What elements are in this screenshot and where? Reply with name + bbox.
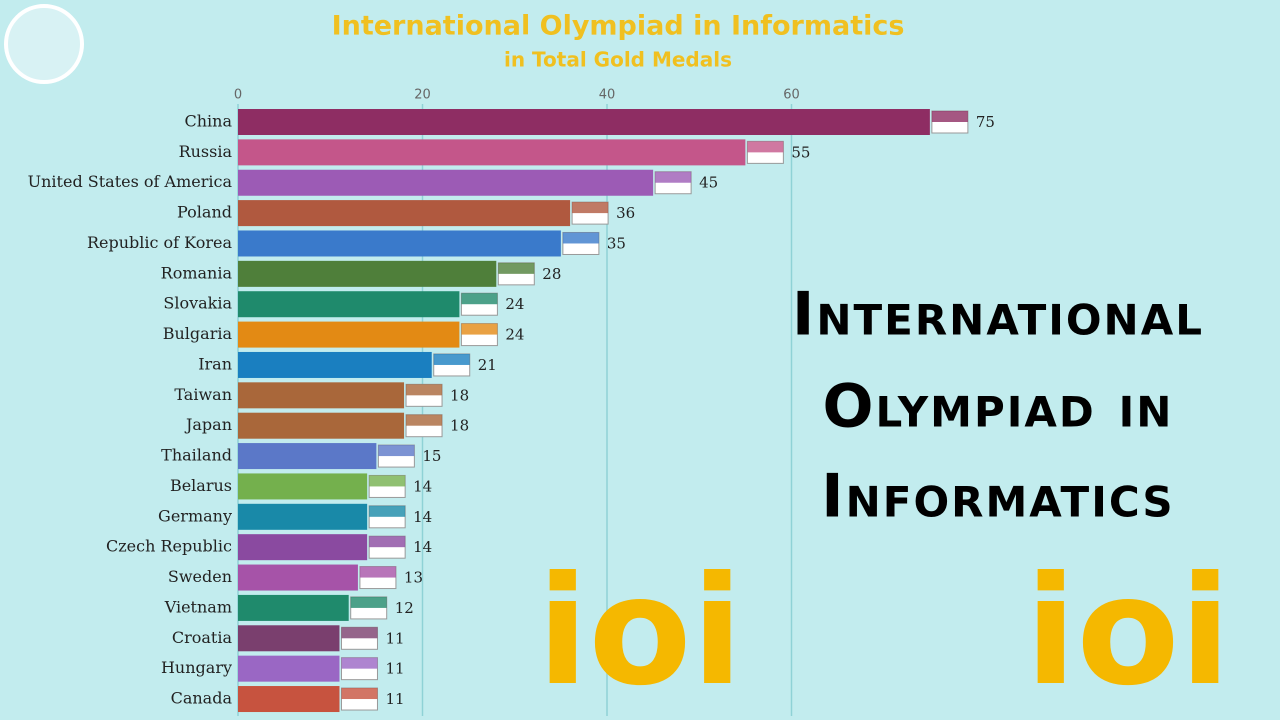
bar bbox=[238, 686, 340, 713]
bar bbox=[238, 169, 654, 196]
bar bbox=[238, 139, 746, 166]
flag-stripe bbox=[369, 505, 406, 517]
bar bbox=[238, 503, 368, 530]
flag-stripe bbox=[433, 353, 470, 365]
x-tick-label: 60 bbox=[783, 88, 800, 103]
flag-stripe bbox=[572, 202, 609, 214]
flag-stripe bbox=[359, 566, 396, 578]
value-label: 36 bbox=[616, 204, 635, 222]
bar bbox=[238, 594, 349, 621]
bar bbox=[238, 412, 405, 439]
headline: Informatics bbox=[821, 462, 1174, 532]
logo: ioi bbox=[537, 545, 743, 719]
bar bbox=[238, 473, 368, 500]
category-label: Croatia bbox=[172, 628, 233, 647]
flag-stripe bbox=[461, 293, 498, 305]
category-label: Vietnam bbox=[164, 597, 232, 616]
value-label: 13 bbox=[404, 569, 423, 587]
x-tick-label: 0 bbox=[234, 88, 242, 103]
category-label: United States of America bbox=[28, 172, 233, 191]
bar bbox=[238, 625, 340, 652]
category-label: Bulgaria bbox=[163, 324, 233, 343]
value-label: 28 bbox=[542, 265, 561, 283]
value-label: 75 bbox=[976, 113, 995, 131]
category-label: China bbox=[184, 112, 232, 131]
headline: International bbox=[792, 280, 1204, 350]
category-label: Russia bbox=[179, 142, 233, 161]
flag-stripe bbox=[369, 536, 406, 548]
category-label: Thailand bbox=[161, 446, 232, 465]
flag-stripe bbox=[747, 141, 784, 153]
value-label: 14 bbox=[413, 477, 432, 495]
category-label: Romania bbox=[161, 263, 233, 282]
value-label: 24 bbox=[505, 326, 524, 344]
flag-stripe bbox=[562, 232, 599, 244]
logo: ioi bbox=[1025, 545, 1231, 719]
value-label: 15 bbox=[422, 447, 441, 465]
bar bbox=[238, 443, 377, 470]
value-label: 14 bbox=[413, 508, 432, 526]
flag-stripe bbox=[341, 627, 378, 639]
x-tick-label: 20 bbox=[414, 88, 431, 103]
category-label: Germany bbox=[158, 506, 232, 525]
bar bbox=[238, 382, 405, 409]
headline: Olympiad in bbox=[823, 372, 1174, 442]
flag-stripe bbox=[655, 171, 692, 183]
value-label: 21 bbox=[478, 356, 497, 374]
flag-stripe bbox=[341, 657, 378, 669]
category-label: Poland bbox=[177, 203, 232, 222]
bar bbox=[238, 291, 460, 318]
bar bbox=[238, 200, 571, 227]
chart-subtitle: in Total Gold Medals bbox=[504, 48, 732, 72]
value-label: 18 bbox=[450, 386, 469, 404]
flag-stripe bbox=[931, 111, 968, 122]
value-label: 18 bbox=[450, 417, 469, 435]
bar bbox=[238, 655, 340, 682]
flag-stripe bbox=[406, 384, 443, 396]
category-label: Czech Republic bbox=[106, 537, 232, 556]
category-label: Iran bbox=[198, 354, 232, 373]
value-label: 35 bbox=[607, 234, 626, 252]
bar bbox=[238, 564, 358, 591]
x-tick-label: 40 bbox=[599, 88, 616, 103]
value-label: 12 bbox=[395, 599, 414, 617]
bar bbox=[238, 351, 432, 378]
bar bbox=[238, 109, 930, 135]
value-label: 24 bbox=[505, 295, 524, 313]
flag-stripe bbox=[350, 596, 387, 608]
category-label: Japan bbox=[184, 415, 232, 434]
category-label: Belarus bbox=[170, 476, 232, 495]
flag-stripe bbox=[341, 688, 378, 700]
bar bbox=[238, 321, 460, 348]
flag-stripe bbox=[369, 475, 406, 487]
value-label: 45 bbox=[699, 174, 718, 192]
flag-stripe bbox=[461, 323, 498, 335]
flag-stripe bbox=[378, 445, 415, 457]
value-label: 14 bbox=[413, 538, 432, 556]
bar bbox=[238, 260, 497, 287]
value-label: 11 bbox=[385, 660, 404, 678]
value-label: 11 bbox=[385, 690, 404, 708]
flag-stripe bbox=[498, 262, 535, 274]
bar bbox=[238, 534, 368, 561]
category-label: Sweden bbox=[168, 567, 232, 586]
flag-stripe bbox=[406, 414, 443, 426]
category-label: Slovakia bbox=[163, 294, 232, 313]
watermark bbox=[4, 4, 84, 84]
chart-title: International Olympiad in Informatics bbox=[332, 11, 905, 42]
category-label: Hungary bbox=[161, 658, 232, 677]
category-label: Republic of Korea bbox=[87, 233, 233, 252]
value-label: 55 bbox=[791, 143, 810, 161]
bar bbox=[238, 230, 561, 257]
category-label: Canada bbox=[171, 689, 233, 708]
category-label: Taiwan bbox=[174, 385, 232, 404]
value-label: 11 bbox=[385, 629, 404, 647]
